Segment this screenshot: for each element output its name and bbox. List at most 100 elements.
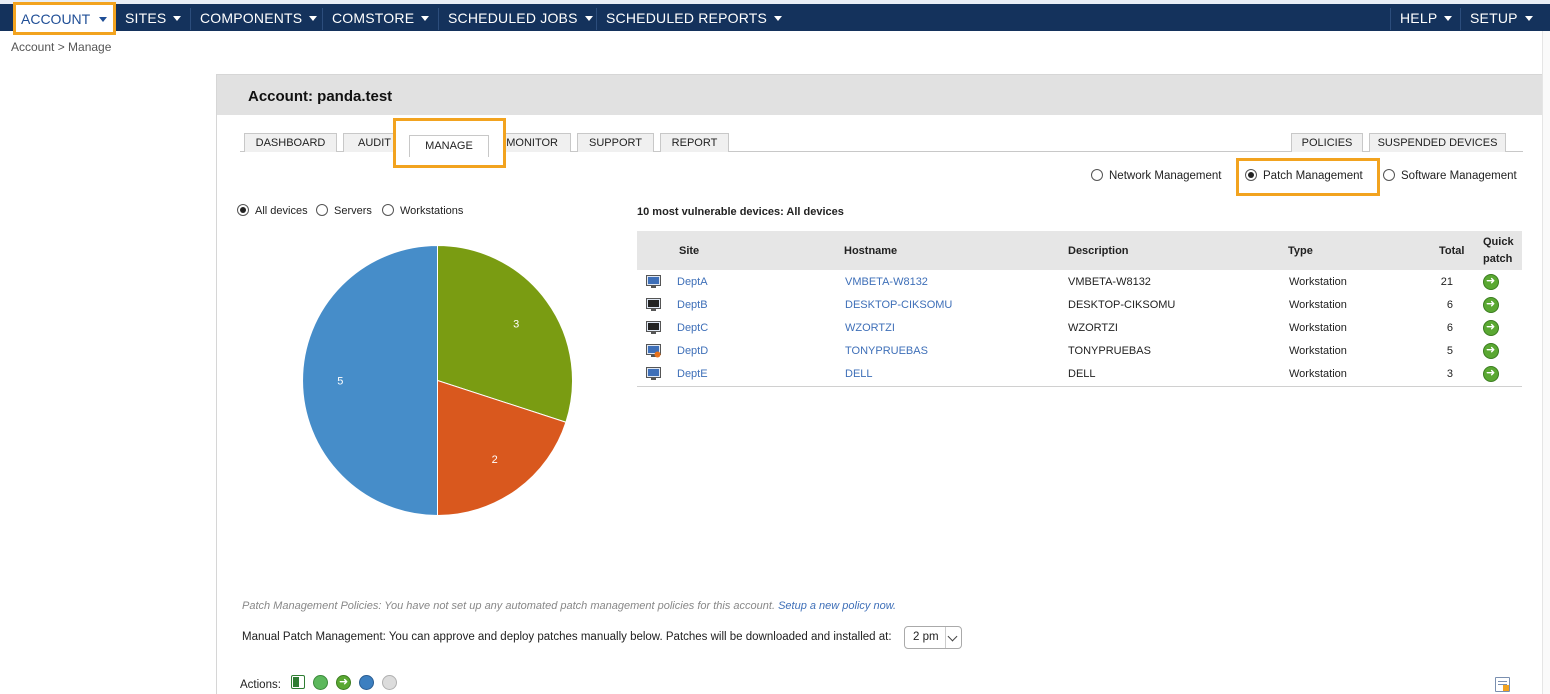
green-circle-icon[interactable] — [313, 675, 328, 690]
quick-patch-button[interactable] — [1483, 366, 1499, 382]
nav-account-label: ACCOUNT — [21, 11, 91, 27]
cell-hostname[interactable]: WZORTZI — [845, 322, 895, 334]
breadcrumb: Account > Manage — [11, 40, 112, 54]
radio-servers[interactable]: Servers — [316, 204, 372, 217]
tab-baseline — [240, 151, 1523, 152]
nav-scheduled-reports[interactable]: SCHEDULED REPORTS — [606, 4, 783, 31]
tab-dashboard[interactable]: DASHBOARD — [244, 133, 337, 152]
nav-scheduled-jobs[interactable]: SCHEDULED JOBS — [448, 4, 593, 31]
blue-globe-icon[interactable] — [359, 675, 374, 690]
nav-separator — [190, 8, 191, 30]
page-title: Account: panda.test — [248, 88, 393, 105]
nav-components[interactable]: COMPONENTS — [200, 4, 318, 31]
header-total[interactable]: Total — [1439, 245, 1465, 257]
header-description[interactable]: Description — [1068, 245, 1129, 257]
page-scrollbar[interactable] — [1542, 31, 1550, 694]
nav-account[interactable]: ACCOUNT — [13, 2, 116, 35]
cell-site[interactable]: DeptA — [677, 276, 708, 288]
radio-circle-icon — [1091, 169, 1103, 181]
chevron-down-icon — [774, 16, 783, 21]
cell-site[interactable]: DeptE — [677, 368, 708, 380]
radio-patch-management[interactable]: Patch Management — [1245, 169, 1363, 182]
cell-hostname[interactable]: DELL — [845, 368, 873, 380]
nav-sites[interactable]: SITES — [125, 4, 182, 31]
radio-all-devices[interactable]: All devices — [237, 204, 308, 217]
arrow-circle-icon[interactable]: ➜ — [336, 675, 351, 690]
tab-manage[interactable]: MANAGE — [409, 135, 489, 157]
tab-manage-highlight: MANAGE — [393, 118, 506, 168]
tab-monitor[interactable]: MONITOR — [494, 133, 571, 152]
cell-total: 5 — [1446, 345, 1453, 357]
chevron-down-icon — [945, 627, 961, 648]
arrow-right-icon: ➜ — [339, 676, 349, 688]
panel-header: Account: panda.test — [217, 75, 1542, 115]
table-row: DeptB DESKTOP-CIKSOMU DESKTOP-CIKSOMU Works… — [637, 294, 1522, 317]
install-time-select[interactable]: 2 pm — [904, 626, 962, 649]
radio-selected-icon — [237, 204, 249, 216]
nav-help[interactable]: HELP — [1400, 4, 1453, 31]
tab-policies[interactable]: POLICIES — [1291, 133, 1363, 152]
radio-circle-icon — [1383, 169, 1395, 181]
cell-site[interactable]: DeptC — [677, 322, 709, 334]
cell-site[interactable]: DeptB — [677, 299, 708, 311]
header-type[interactable]: Type — [1288, 245, 1313, 257]
chevron-down-icon — [1444, 16, 1453, 21]
radio-circle-icon — [382, 204, 394, 216]
workstation-icon — [646, 367, 661, 381]
tab-suspended-devices[interactable]: SUSPENDED DEVICES — [1369, 133, 1506, 152]
column-settings-icon[interactable] — [1495, 677, 1510, 692]
cell-description: VMBETA-W8132 — [1068, 276, 1151, 288]
header-quick-patch-line1: Quick — [1483, 236, 1514, 248]
radio-software-management[interactable]: Software Management — [1383, 169, 1517, 182]
cell-hostname[interactable]: TONYPRUEBAS — [845, 345, 928, 357]
radio-network-label: Network Management — [1109, 170, 1222, 182]
install-time-value: 2 pm — [913, 631, 939, 643]
actions-label: Actions: — [240, 679, 281, 691]
nav-comstore[interactable]: COMSTORE — [332, 4, 430, 31]
nav-scheduled-jobs-label: SCHEDULED JOBS — [448, 10, 578, 26]
chevron-down-icon — [99, 17, 108, 22]
tab-report[interactable]: REPORT — [660, 133, 729, 152]
excel-export-icon[interactable] — [291, 675, 305, 689]
cell-type: Workstation — [1289, 345, 1347, 357]
workstation-icon — [646, 321, 661, 335]
cell-description: TONYPRUEBAS — [1068, 345, 1151, 357]
table-row: DeptA VMBETA-W8132 VMBETA-W8132 Workstation… — [637, 271, 1522, 294]
cell-hostname[interactable]: VMBETA-W8132 — [845, 276, 928, 288]
nav-setup-label: SETUP — [1470, 10, 1518, 26]
quick-patch-button[interactable] — [1483, 274, 1499, 290]
table-row: DeptD TONYPRUEBAS TONYPRUEBAS Workstation 5 — [637, 340, 1522, 363]
nav-separator — [322, 8, 323, 30]
patch-management-highlight — [1236, 158, 1380, 196]
quick-patch-button[interactable] — [1483, 320, 1499, 336]
table-bottom-border — [637, 386, 1522, 387]
header-site[interactable]: Site — [679, 245, 700, 257]
nav-comstore-label: COMSTORE — [332, 10, 415, 26]
pie-slice[interactable] — [302, 244, 438, 517]
grey-circle-icon[interactable] — [382, 675, 397, 690]
radio-network-management[interactable]: Network Management — [1091, 169, 1222, 182]
pie-slice[interactable] — [437, 244, 573, 423]
vulnerability-pie-chart: 3 2 5 — [302, 244, 573, 517]
table-row: DeptE DELL DELL Workstation 3 — [637, 363, 1522, 386]
header-hostname[interactable]: Hostname — [844, 245, 898, 257]
quick-patch-button[interactable] — [1483, 297, 1499, 313]
table-header: Site Hostname Description Type Total Qui… — [637, 231, 1522, 270]
tab-support[interactable]: SUPPORT — [577, 133, 654, 152]
cell-type: Workstation — [1289, 368, 1347, 380]
chevron-down-icon — [421, 16, 430, 21]
nav-sites-label: SITES — [125, 10, 167, 26]
radio-workstations[interactable]: Workstations — [382, 204, 463, 217]
chevron-down-icon — [173, 16, 182, 21]
radio-all-label: All devices — [255, 205, 308, 217]
quick-patch-button[interactable] — [1483, 343, 1499, 359]
cell-site[interactable]: DeptD — [677, 345, 709, 357]
tab-audit[interactable]: AUDIT — [343, 133, 405, 152]
pie-slice[interactable] — [437, 379, 567, 517]
nav-setup[interactable]: SETUP — [1470, 4, 1533, 31]
nav-scheduled-reports-label: SCHEDULED REPORTS — [606, 10, 768, 26]
cell-hostname[interactable]: DESKTOP-CIKSOMU — [845, 299, 953, 311]
setup-policy-link[interactable]: Setup a new policy now. — [778, 600, 897, 612]
manual-patch-text: Manual Patch Management: You can approve… — [242, 631, 892, 643]
cell-description: WZORTZI — [1068, 322, 1118, 334]
